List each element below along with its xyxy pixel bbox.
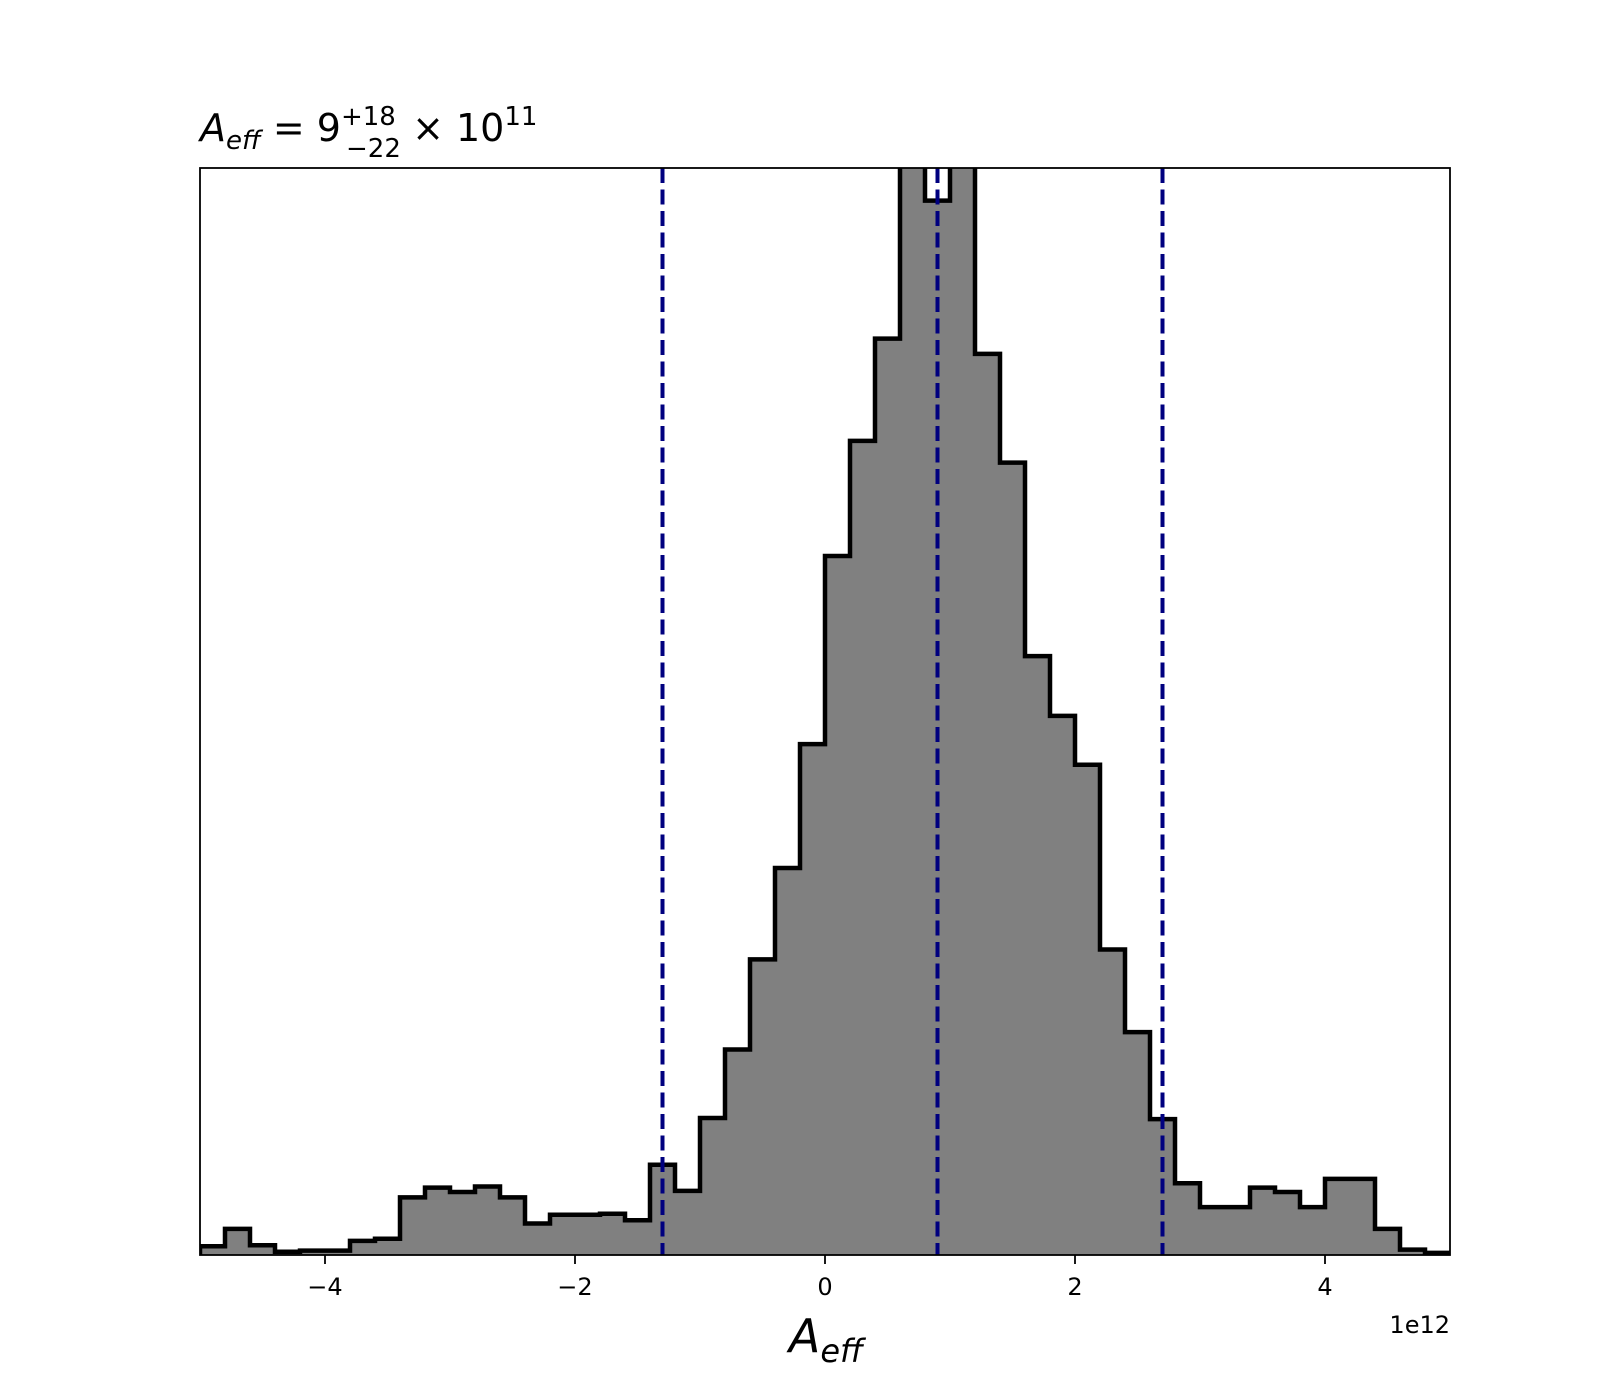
x-axis-label-subscript: eff xyxy=(820,1332,867,1370)
histogram-bar xyxy=(200,1246,226,1255)
histogram-outline xyxy=(200,168,1450,1255)
histogram-bar xyxy=(1375,1228,1401,1255)
histogram-bar xyxy=(700,1118,726,1255)
histogram-bar xyxy=(875,338,901,1255)
histogram-bar xyxy=(800,744,826,1255)
x-tick-label: 0 xyxy=(817,1273,832,1301)
histogram-bar xyxy=(1400,1249,1426,1255)
histogram-bar xyxy=(525,1223,551,1255)
histogram-bar xyxy=(625,1220,651,1255)
x-axis-ticks: −4 −2 0 2 4 xyxy=(307,1255,1333,1301)
title-symbol-subscript: eff xyxy=(226,126,264,156)
histogram-bar xyxy=(425,1187,451,1255)
title-times: × 10 xyxy=(400,106,504,150)
x-tick-label: 4 xyxy=(1317,1273,1332,1301)
histogram-bar xyxy=(500,1197,526,1255)
histogram-bar xyxy=(375,1238,401,1255)
chart-title: Aeff = 9+18 −22 × 1011 xyxy=(197,102,537,164)
histogram-bar xyxy=(1350,1178,1376,1255)
histogram-bar xyxy=(975,353,1001,1255)
histogram-bar xyxy=(775,868,801,1255)
histogram-bar xyxy=(450,1191,476,1255)
histogram-bars xyxy=(200,168,1450,1255)
histogram-bar xyxy=(1300,1207,1326,1255)
histogram-bar xyxy=(725,1049,751,1255)
histogram-bar xyxy=(1175,1183,1201,1255)
histogram-bar xyxy=(850,440,876,1255)
x-tick-label: 2 xyxy=(1067,1273,1082,1301)
x-axis-label: Aeff xyxy=(786,1309,867,1370)
histogram-bar xyxy=(675,1190,701,1255)
histogram-bar xyxy=(1325,1178,1351,1255)
histogram-bar xyxy=(400,1197,426,1255)
histogram-bar xyxy=(1250,1187,1276,1255)
histogram-bar xyxy=(750,959,776,1255)
x-axis-label-symbol: A xyxy=(786,1309,820,1363)
histogram-bar xyxy=(600,1213,626,1255)
plot-area xyxy=(200,168,1450,1255)
x-tick-label: −2 xyxy=(557,1273,592,1301)
x-tick-label: −4 xyxy=(307,1273,342,1301)
histogram-bar xyxy=(1025,656,1051,1255)
histogram-bar xyxy=(1100,949,1126,1255)
x-offset-label: 1e12 xyxy=(1389,1311,1450,1339)
title-lower-error: −22 xyxy=(346,134,401,164)
histogram-bar xyxy=(475,1186,501,1255)
histogram-bar xyxy=(550,1214,576,1255)
histogram-bar xyxy=(950,168,976,1255)
histogram-bar xyxy=(1225,1207,1251,1255)
histogram-bar xyxy=(575,1214,601,1255)
title-upper-error: +18 xyxy=(341,102,396,132)
histogram-bar xyxy=(825,556,851,1255)
title-exponent: 11 xyxy=(504,102,537,132)
title-symbol: A xyxy=(197,106,226,150)
histogram-bar xyxy=(1000,462,1026,1255)
histogram-bar xyxy=(1125,1032,1151,1255)
histogram-bar xyxy=(1075,764,1101,1255)
histogram-bar xyxy=(1200,1207,1226,1255)
histogram-bar xyxy=(1050,715,1076,1255)
histogram-bar xyxy=(1275,1191,1301,1255)
credible-interval-lines xyxy=(660,168,1165,1255)
histogram-bar xyxy=(900,168,926,1255)
histogram-bar xyxy=(350,1240,376,1255)
title-equals: = 9 xyxy=(261,106,341,150)
histogram-bar xyxy=(250,1245,276,1255)
histogram-bar xyxy=(225,1228,251,1255)
